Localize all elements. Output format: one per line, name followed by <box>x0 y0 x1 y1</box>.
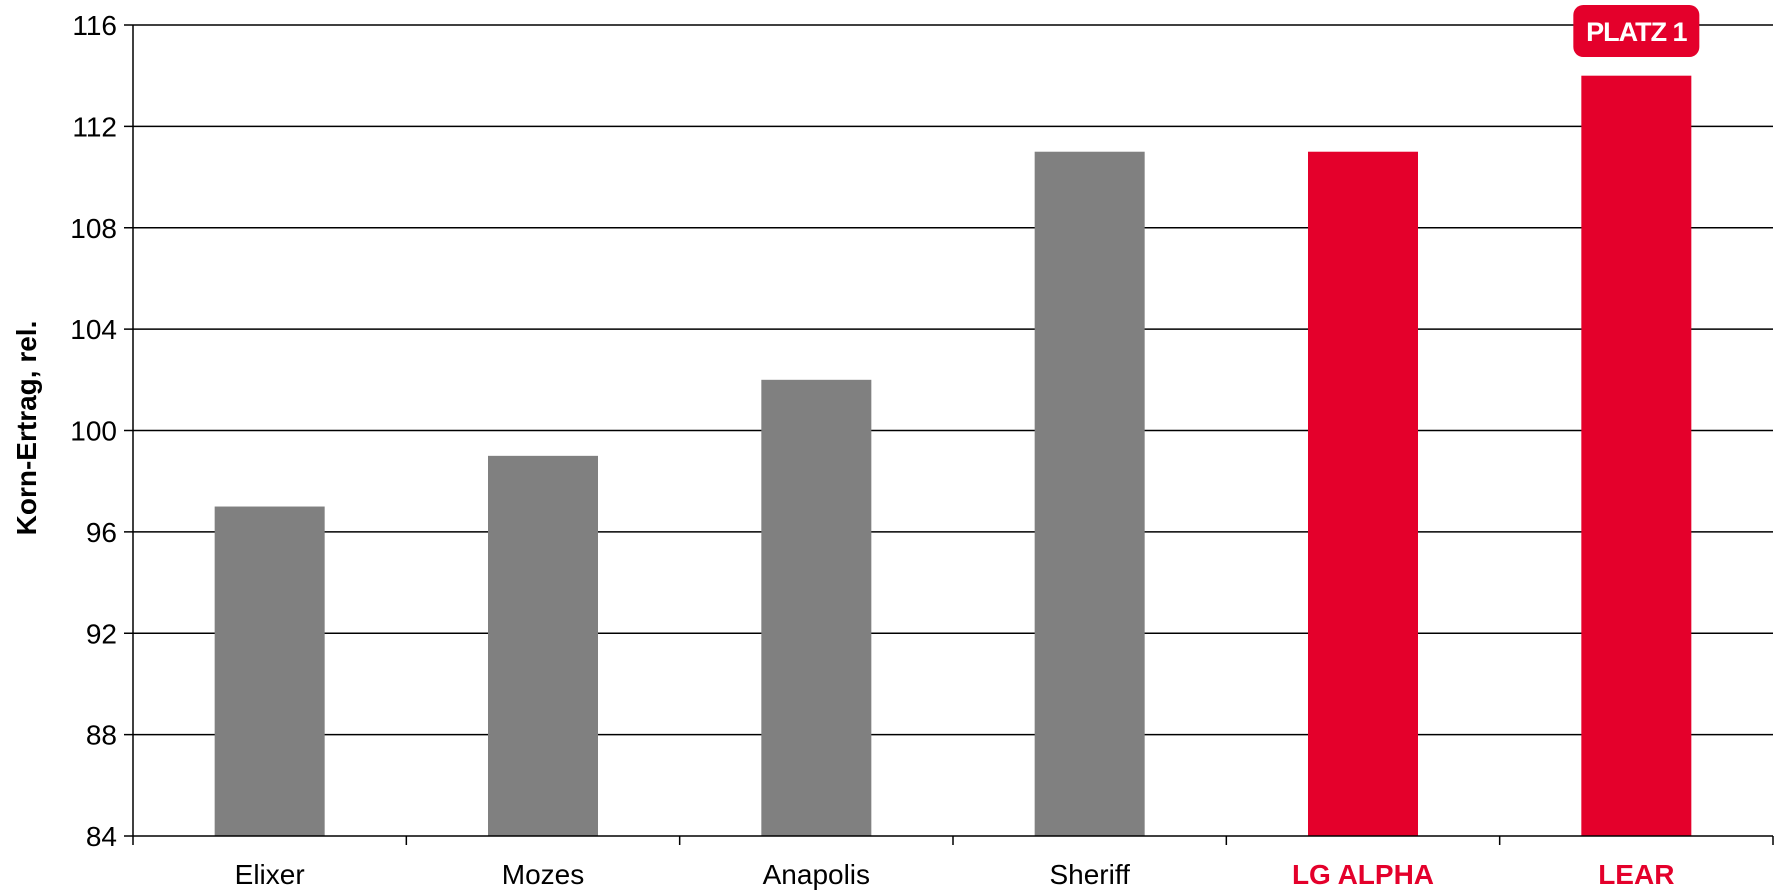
platz-1-badge: PLATZ 1 <box>1573 5 1700 57</box>
axis-layer <box>124 24 1774 845</box>
y-tick-label: 104 <box>70 314 117 345</box>
x-tick-label: LG ALPHA <box>1292 859 1434 890</box>
y-axis-label: Korn-Ertrag, rel. <box>11 321 42 536</box>
y-tick-label: 84 <box>86 821 117 852</box>
y-tick-label: 112 <box>72 111 117 142</box>
badge-background <box>1573 5 1700 57</box>
badge-label: PLATZ 1 <box>1586 17 1687 47</box>
x-tick-label: LEAR <box>1598 859 1674 890</box>
y-tick-label: 100 <box>70 416 117 447</box>
grid-layer <box>133 24 1773 736</box>
x-tick-label: Anapolis <box>763 859 870 890</box>
x-tick-label: Elixer <box>235 859 305 890</box>
bar-anapolis <box>761 379 872 836</box>
bar-mozes <box>488 455 598 836</box>
y-tick-label: 96 <box>86 517 117 548</box>
y-tick-label: 116 <box>72 10 117 41</box>
label-layer: 84 88 92 96 100 104 108 112 116 Elixer Mozes Anapol… <box>70 5 1700 890</box>
y-tick-label: 88 <box>86 720 117 751</box>
bar-lear <box>1581 75 1692 836</box>
bar-lg-alpha <box>1308 151 1418 836</box>
x-tick-label: Mozes <box>502 859 584 890</box>
bar-elixer <box>214 506 325 836</box>
bar-layer <box>214 75 1692 836</box>
x-tick-label: Sheriff <box>1049 859 1130 890</box>
y-tick-label: 108 <box>70 213 117 244</box>
y-tick-label: 92 <box>86 618 117 649</box>
bar-sheriff <box>1034 151 1145 836</box>
